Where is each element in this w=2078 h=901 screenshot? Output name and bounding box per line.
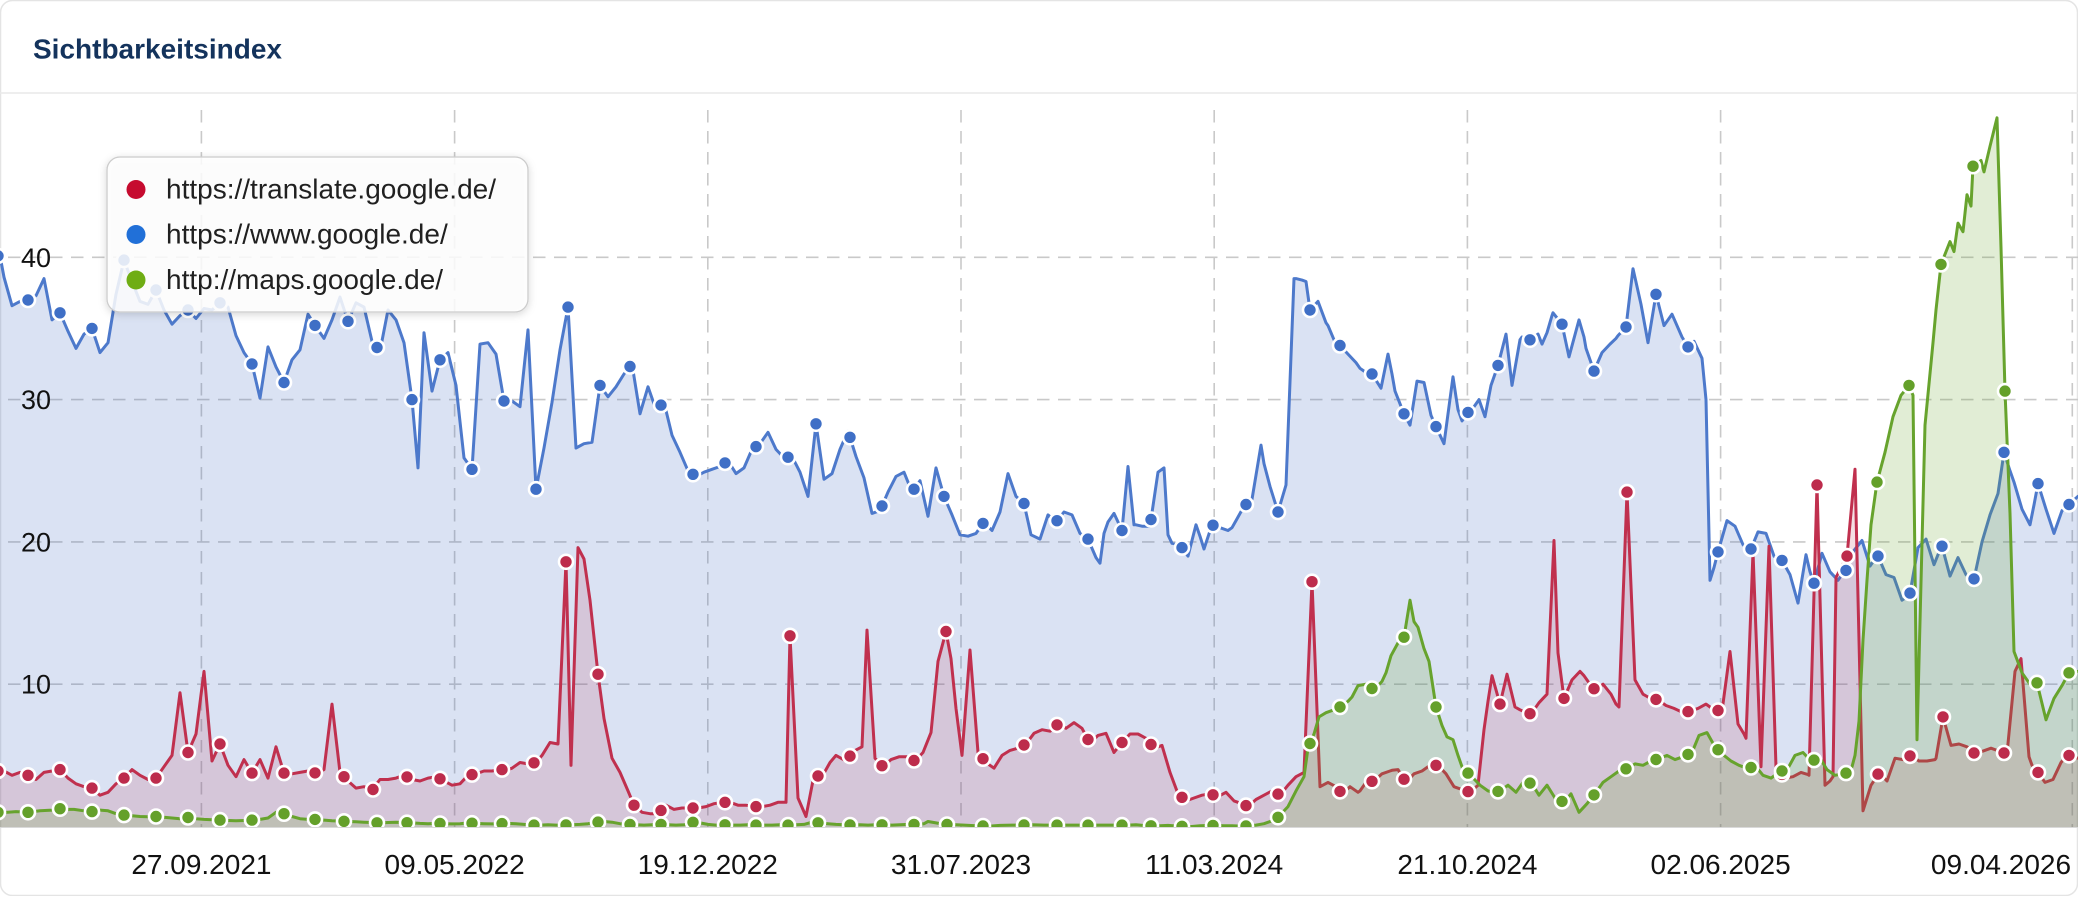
svg-text:09.04.2026: 09.04.2026	[1931, 849, 2071, 880]
svg-text:https://translate.google.de/: https://translate.google.de/	[166, 174, 496, 205]
svg-text:10: 10	[21, 670, 51, 700]
svg-text:30: 30	[21, 385, 51, 415]
svg-text:20: 20	[21, 527, 51, 557]
svg-text:Sichtbarkeitsindex: Sichtbarkeitsindex	[33, 34, 282, 65]
svg-text:19.12.2022: 19.12.2022	[638, 849, 778, 880]
svg-text:09.05.2022: 09.05.2022	[385, 849, 525, 880]
svg-text:21.10.2024: 21.10.2024	[1397, 849, 1537, 880]
svg-text:02.06.2025: 02.06.2025	[1651, 849, 1791, 880]
svg-text:11.03.2024: 11.03.2024	[1145, 849, 1283, 880]
svg-text:31.07.2023: 31.07.2023	[891, 849, 1031, 880]
svg-text:40: 40	[21, 243, 51, 273]
svg-text:http://maps.google.de/: http://maps.google.de/	[166, 264, 443, 295]
svg-text:27.09.2021: 27.09.2021	[131, 849, 271, 880]
svg-text:https://www.google.de/: https://www.google.de/	[166, 219, 448, 250]
